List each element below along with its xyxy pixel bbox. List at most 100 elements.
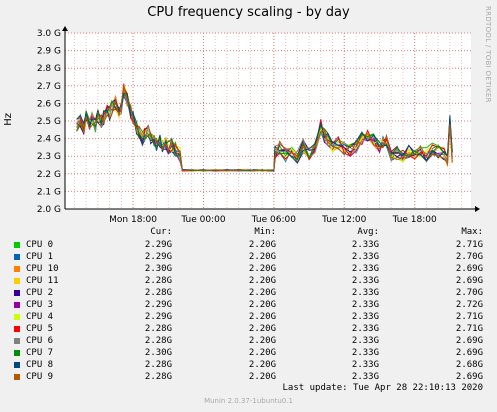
min-value: 2.20G [248, 264, 276, 274]
avg-value: 2.33G [351, 264, 379, 274]
legend-row: CPU 9 2.28G 2.20G 2.33G 2.69G [0, 372, 497, 384]
series-name: CPU 3 [26, 300, 54, 310]
legend-swatch [14, 362, 20, 368]
y-tick-label: 2.0 G [37, 205, 61, 215]
series-name: CPU 5 [26, 324, 54, 334]
axes: Mon 18:00 Tue 00:00 Tue 06:00 Tue 12:00 Tue … [37, 26, 480, 225]
series-name: CPU 9 [26, 372, 54, 382]
min-value: 2.20G [248, 348, 276, 358]
series-name: CPU 1 [26, 252, 54, 262]
legend-row: CPU 0 2.29G 2.20G 2.33G 2.71G [0, 240, 497, 252]
avg-value: 2.33G [351, 240, 379, 250]
min-value: 2.20G [248, 324, 276, 334]
series-lines [76, 83, 453, 172]
min-value: 2.20G [248, 276, 276, 286]
max-value: 2.69G [455, 348, 483, 358]
chart-plot: Mon 18:00 Tue 00:00 Tue 06:00 Tue 12:00 Tue … [37, 26, 480, 225]
avg-value: 2.33G [351, 288, 379, 298]
max-value: 2.69G [455, 336, 483, 346]
legend-swatch [14, 338, 20, 344]
cur-value: 2.28G [144, 336, 172, 346]
max-value: 2.70G [455, 252, 483, 262]
legend-row: CPU 10 2.30G 2.20G 2.33G 2.69G [0, 264, 497, 276]
legend-row: CPU 8 2.28G 2.20G 2.33G 2.68G [0, 360, 497, 372]
min-value: 2.20G [248, 300, 276, 310]
cur-value: 2.28G [144, 372, 172, 382]
x-tick-label: Tue 06:00 [251, 215, 296, 225]
x-tick-label: Tue 12:00 [321, 215, 366, 225]
y-axis-arrow [62, 26, 68, 31]
y-tick-label: 2.6 G [37, 99, 61, 109]
series-name: CPU 4 [26, 312, 54, 322]
min-value: 2.20G [248, 240, 276, 250]
y-tick-label: 2.7 G [37, 82, 61, 92]
legend-swatch [14, 254, 20, 260]
min-value: 2.20G [248, 288, 276, 298]
max-value: 2.69G [455, 264, 483, 274]
x-axis-arrow [475, 206, 480, 212]
y-tick-label: 2.4 G [37, 135, 61, 145]
avg-value: 2.33G [351, 252, 379, 262]
legend-swatch [14, 326, 20, 332]
header-cur: Cur: [150, 227, 172, 237]
legend-header: Cur: Min: Avg: Max: [0, 227, 497, 239]
x-tick-label: Tue 00:00 [180, 215, 225, 225]
cur-value: 2.29G [144, 240, 172, 250]
x-tick-label: Mon 18:00 [109, 215, 157, 225]
y-tick-label: 3.0 G [37, 29, 61, 39]
legend-row: CPU 6 2.28G 2.20G 2.33G 2.69G [0, 336, 497, 348]
max-value: 2.72G [455, 300, 483, 310]
x-tick-label: Tue 18:00 [392, 215, 437, 225]
last-update: Last update: Tue Apr 28 22:10:13 2020 [282, 383, 483, 393]
cur-value: 2.28G [144, 288, 172, 298]
header-avg: Avg: [357, 227, 379, 237]
max-value: 2.71G [455, 312, 483, 322]
y-tick-label: 2.9 G [37, 47, 61, 57]
legend-row: CPU 2 2.28G 2.20G 2.33G 2.70G [0, 288, 497, 300]
header-min: Min: [254, 227, 276, 237]
cur-value: 2.28G [144, 276, 172, 286]
series-name: CPU 11 [26, 276, 59, 286]
max-value: 2.71G [455, 324, 483, 334]
avg-value: 2.33G [351, 276, 379, 286]
max-value: 2.69G [455, 372, 483, 382]
min-value: 2.20G [248, 252, 276, 262]
header-max: Max: [461, 227, 483, 237]
avg-value: 2.33G [351, 300, 379, 310]
y-tick-label: 2.2 G [37, 170, 61, 180]
legend-row: CPU 4 2.29G 2.20G 2.33G 2.71G [0, 312, 497, 324]
series-name: CPU 2 [26, 288, 54, 298]
legend-row: CPU 11 2.28G 2.20G 2.33G 2.69G [0, 276, 497, 288]
min-value: 2.20G [248, 312, 276, 322]
legend-swatch [14, 350, 20, 356]
legend-swatch [14, 290, 20, 296]
y-tick-label: 2.3 G [37, 152, 61, 162]
legend-swatch [14, 302, 20, 308]
munin-version: Munin 2.0.37-1ubuntu0.1 [204, 397, 293, 405]
legend-swatch [14, 242, 20, 248]
series-name: CPU 7 [26, 348, 54, 358]
avg-value: 2.33G [351, 348, 379, 358]
cur-value: 2.28G [144, 324, 172, 334]
min-value: 2.20G [248, 336, 276, 346]
avg-value: 2.33G [351, 372, 379, 382]
min-value: 2.20G [248, 372, 276, 382]
rrdtool-credit: RRDTOOL / TOBI OETIKER [484, 6, 492, 103]
max-value: 2.69G [455, 276, 483, 286]
cur-value: 2.30G [144, 348, 172, 358]
avg-value: 2.33G [351, 312, 379, 322]
cur-value: 2.29G [144, 252, 172, 262]
legend-swatch [14, 374, 20, 380]
legend-row: CPU 1 2.29G 2.20G 2.33G 2.70G [0, 252, 497, 264]
series-line-cpu-9 [76, 84, 453, 172]
legend-swatch [14, 314, 20, 320]
max-value: 2.68G [455, 360, 483, 370]
avg-value: 2.33G [351, 324, 379, 334]
cur-value: 2.30G [144, 264, 172, 274]
series-name: CPU 10 [26, 264, 59, 274]
chart-title: CPU frequency scaling - by day [147, 5, 350, 20]
cur-value: 2.28G [144, 360, 172, 370]
cur-value: 2.29G [144, 300, 172, 310]
avg-value: 2.33G [351, 360, 379, 370]
